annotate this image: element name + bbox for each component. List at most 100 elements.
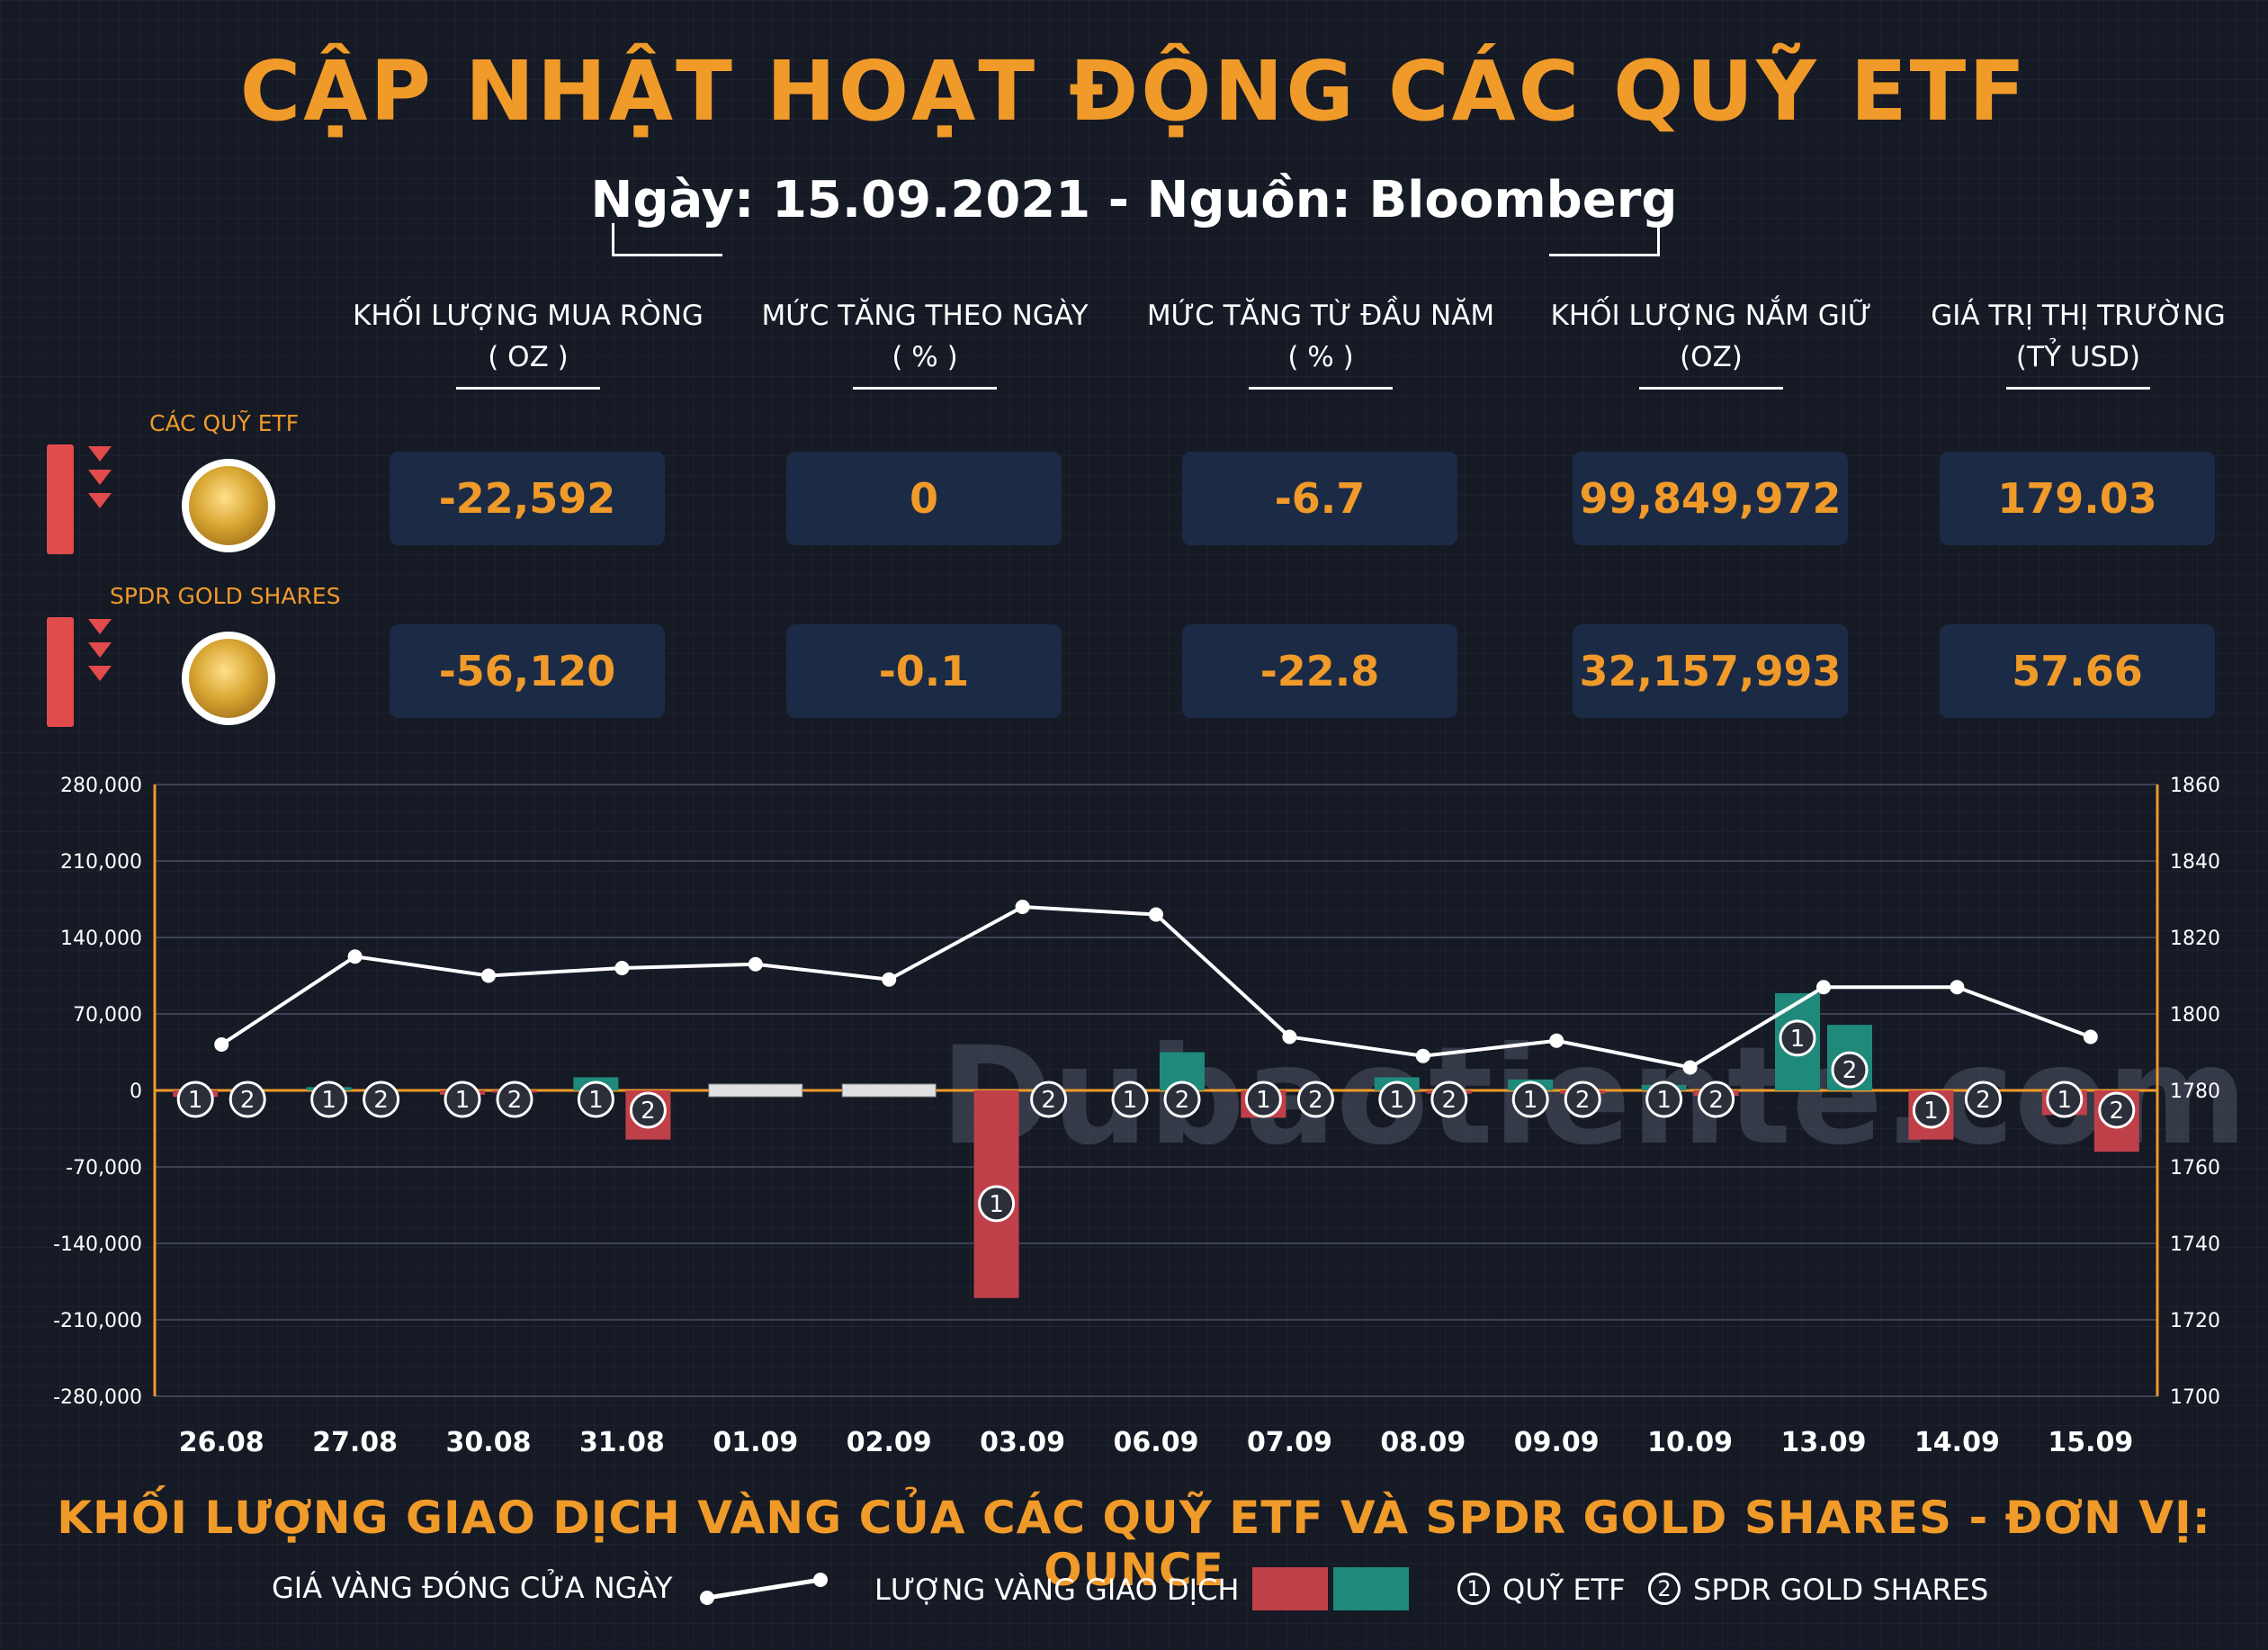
series-marker: 2 [2098, 1091, 2136, 1129]
x-tick-label: 07.09 [1247, 1427, 1332, 1458]
svg-text:2: 2 [1575, 1087, 1591, 1114]
x-tick-label: 10.09 [1647, 1427, 1733, 1458]
x-tick-label: 01.09 [713, 1427, 798, 1458]
price-point [1682, 1060, 1698, 1075]
price-point [1549, 1033, 1564, 1048]
series-marker: 2 [229, 1081, 266, 1118]
series-marker: 1 [1645, 1081, 1683, 1118]
column-header-title: MỨC TĂNG TỪ ĐẦU NĂM [1146, 300, 1495, 332]
column-header-unit: (TỶ USD) [2015, 341, 2141, 373]
series-marker: 2 [1831, 1051, 1869, 1089]
legend-positive-swatch [1333, 1567, 1409, 1610]
y-tick-label-right: 1700 [2170, 1386, 2220, 1409]
price-point [1415, 1048, 1430, 1063]
column-header-rule [1639, 387, 1783, 390]
series-marker: 1 [1912, 1091, 1950, 1129]
down-arrow-icon [88, 446, 112, 462]
series-marker: 2 [1296, 1081, 1334, 1118]
series-marker: 2 [1030, 1081, 1068, 1118]
svg-text:2: 2 [240, 1087, 255, 1114]
column-header-ytd-change: MỨC TĂNG TỪ ĐẦU NĂM ( % ) [1127, 295, 1514, 390]
down-indicator-bar [47, 617, 74, 727]
column-header-title: KHỐI LƯỢNG NẮM GIỮ [1550, 300, 1872, 332]
series-marker: 1 [1244, 1081, 1282, 1118]
series-marker: 1 [1511, 1081, 1549, 1118]
series-marker: 2 [1698, 1081, 1735, 1118]
svg-text:1: 1 [1256, 1087, 1271, 1114]
value-daily-change: 0 [786, 452, 1062, 545]
price-point [748, 956, 763, 972]
price-point [1149, 907, 1163, 922]
series-marker: 1 [310, 1081, 348, 1118]
price-point [1015, 900, 1030, 914]
chart-title: KHỐI LƯỢNG GIAO DỊCH VÀNG CỦA CÁC QUỸ ET… [57, 1492, 2211, 1596]
price-point [882, 972, 897, 987]
x-tick-label: 15.09 [2048, 1427, 2133, 1458]
x-tick-label: 31.08 [579, 1427, 665, 1458]
series-marker: 1 [2046, 1081, 2084, 1118]
svg-text:1: 1 [1390, 1087, 1405, 1114]
y-tick-label-left: -280,000 [53, 1386, 142, 1409]
svg-text:2: 2 [1708, 1087, 1724, 1114]
zero-bar [708, 1083, 803, 1098]
svg-text:1: 1 [2057, 1087, 2073, 1114]
price-point [614, 961, 630, 975]
value-net-volume: -22,592 [390, 452, 665, 545]
y-tick-label-right: 1760 [2170, 1157, 2220, 1179]
svg-text:2: 2 [1041, 1087, 1056, 1114]
down-arrow-icon [88, 666, 112, 681]
column-header-title: MỨC TĂNG THEO NGÀY [761, 300, 1089, 332]
subtitle-bracket-left [612, 223, 722, 256]
price-point [1282, 1029, 1297, 1045]
series-marker: 2 [1163, 1081, 1201, 1118]
down-arrow-icon [88, 493, 112, 508]
y-tick-label-right: 1740 [2170, 1233, 2220, 1256]
y-tick-label-left: 140,000 [60, 928, 142, 950]
x-tick-label: 09.09 [1514, 1427, 1600, 1458]
down-arrow-icon [88, 619, 112, 634]
column-header-unit: (OZ) [1680, 341, 1743, 373]
price-point [214, 1037, 229, 1052]
svg-text:1: 1 [989, 1191, 1004, 1218]
series-marker: 2 [363, 1081, 400, 1118]
x-tick-label: 14.09 [1914, 1427, 2000, 1458]
svg-text:1: 1 [1656, 1087, 1672, 1114]
svg-text:1: 1 [1790, 1026, 1806, 1053]
y-tick-label-left: 280,000 [60, 775, 142, 797]
svg-text:2: 2 [1442, 1087, 1457, 1114]
x-tick-label: 26.08 [179, 1427, 264, 1458]
svg-text:1: 1 [321, 1087, 336, 1114]
value-daily-change: -0.1 [786, 624, 1062, 718]
svg-text:1: 1 [1923, 1098, 1939, 1125]
y-tick-label-left: -70,000 [66, 1157, 142, 1179]
column-header-unit: ( % ) [892, 341, 958, 373]
legend-price-label: GIÁ VÀNG ĐÓNG CỬA NGÀY [272, 1571, 673, 1605]
x-tick-label: 27.08 [312, 1427, 398, 1458]
zero-bar [841, 1083, 937, 1098]
column-header-unit: ( % ) [1287, 341, 1354, 373]
column-header-title: KHỐI LƯỢNG MUA RÒNG [353, 300, 704, 332]
value-holdings: 32,157,993 [1573, 624, 1848, 718]
value-net-volume: -56,120 [390, 624, 665, 718]
legend-etf-number-icon: 1 [1457, 1573, 1490, 1605]
value-ytd-change: -22.8 [1182, 624, 1457, 718]
svg-text:2: 2 [641, 1098, 656, 1125]
svg-text:1: 1 [588, 1087, 604, 1114]
series-marker: 1 [1111, 1081, 1149, 1118]
price-point [481, 968, 496, 983]
column-header-unit: ( OZ ) [488, 341, 569, 373]
series-marker: 2 [1564, 1081, 1601, 1118]
y-tick-label-left: -210,000 [53, 1310, 142, 1332]
column-header-daily-change: MỨC TĂNG THEO NGÀY ( % ) [731, 295, 1118, 390]
svg-text:2: 2 [1308, 1087, 1323, 1114]
svg-text:1: 1 [1123, 1087, 1138, 1114]
legend-etf-label: QUỸ ETF [1502, 1573, 1626, 1607]
value-ytd-change: -6.7 [1182, 452, 1457, 545]
page-subtitle: Ngày: 15.09.2021 - Nguồn: Bloomberg [590, 171, 1678, 229]
down-arrow-icon [88, 470, 112, 485]
svg-text:2: 2 [1842, 1057, 1858, 1084]
row-label-spdr: SPDR GOLD SHARES [110, 583, 341, 609]
column-header-rule [1249, 387, 1393, 390]
gold-bar-icon [182, 459, 275, 552]
legend-volume-label: LƯỢNG VÀNG GIAO DỊCH [874, 1573, 1240, 1607]
